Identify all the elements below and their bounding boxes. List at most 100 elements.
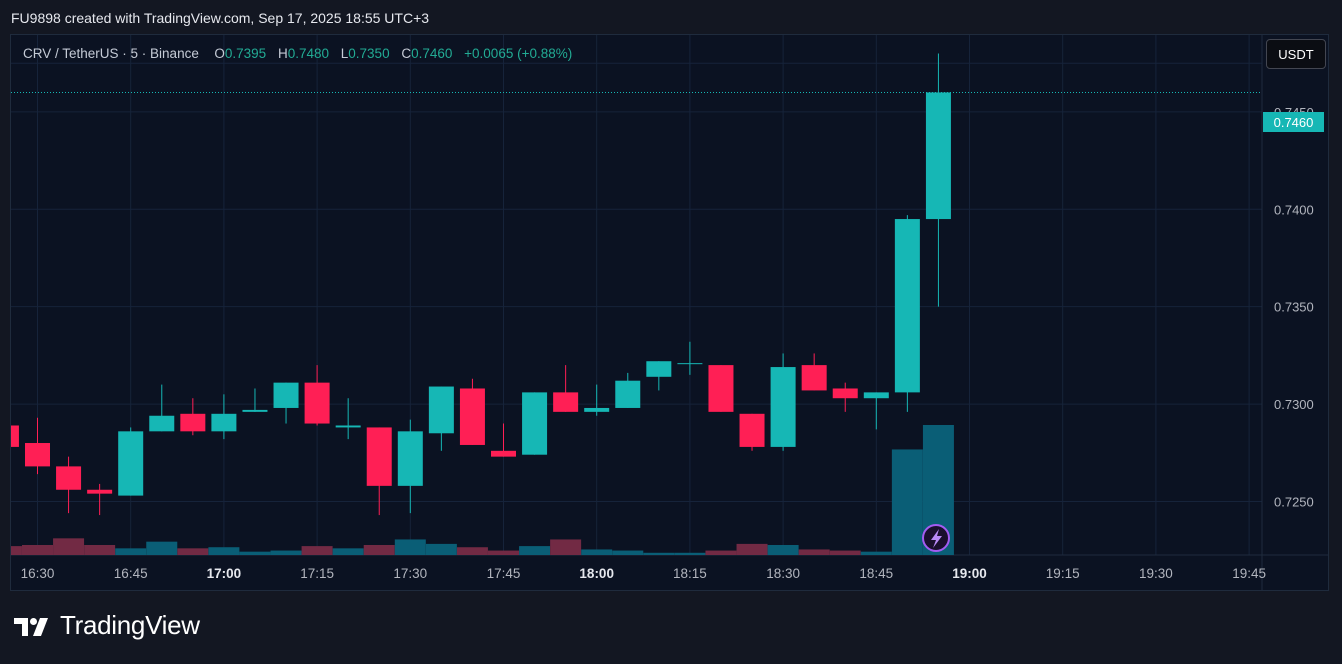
volume-bar: [705, 550, 737, 555]
candle-body: [118, 431, 144, 496]
candle[interactable]: [708, 365, 734, 412]
volume-bar: [519, 546, 551, 555]
candle-body: [739, 413, 765, 447]
time-tick-label: 17:30: [393, 566, 427, 581]
price-tick-label: 0.7250: [1274, 494, 1314, 509]
volume-bar: [11, 546, 22, 555]
time-tick-label: 18:15: [673, 566, 707, 581]
candle-body: [87, 489, 113, 494]
time-tick-label: 19:00: [952, 566, 987, 581]
volume-bar: [860, 551, 892, 555]
volume-bar: [177, 548, 209, 555]
volume-bar: [736, 543, 768, 555]
change-value: +0.0065 (+0.88%): [464, 46, 573, 61]
candle[interactable]: [56, 456, 82, 514]
candle-body: [925, 92, 951, 220]
grid: [11, 35, 1328, 590]
candle-body: [397, 431, 423, 486]
volume-bar: [363, 545, 395, 555]
candle[interactable]: [770, 353, 796, 451]
candle[interactable]: [428, 386, 454, 451]
candle-body: [273, 382, 299, 408]
candle-body: [615, 380, 641, 408]
volume-bar: [767, 545, 799, 555]
volume-bar: [550, 539, 582, 555]
time-tick-label: 19:15: [1046, 566, 1080, 581]
candle-body: [553, 392, 579, 412]
candle-body: [708, 365, 734, 412]
candle[interactable]: [677, 341, 703, 375]
low-label: L: [340, 46, 349, 61]
lightning-icon[interactable]: [922, 524, 950, 552]
volume-bar: [674, 552, 706, 555]
candle-body: [25, 443, 50, 467]
candle[interactable]: [366, 427, 392, 516]
candle[interactable]: [646, 361, 672, 391]
candle-body: [11, 425, 19, 447]
candle[interactable]: [87, 483, 113, 516]
currency-button[interactable]: USDT: [1266, 39, 1326, 69]
candle[interactable]: [584, 384, 610, 416]
price-tick-label: 0.7350: [1274, 300, 1314, 315]
candle[interactable]: [925, 53, 951, 307]
candle-body: [584, 407, 610, 412]
candles: [11, 53, 951, 516]
candle[interactable]: [304, 365, 330, 426]
candle[interactable]: [553, 365, 579, 412]
time-tick-label: 16:45: [114, 566, 148, 581]
candle-body: [149, 415, 175, 432]
low-value: 0.7350: [348, 46, 390, 61]
volume-bar: [208, 547, 240, 555]
candle[interactable]: [801, 353, 827, 391]
candle[interactable]: [25, 417, 50, 475]
time-axis[interactable]: 16:30 16:45 17:00 17:15 17:30 17:45 18:00 18:15…: [21, 566, 1266, 581]
candle[interactable]: [832, 382, 858, 412]
candle-body: [677, 363, 703, 365]
candle-body: [180, 413, 206, 432]
candle[interactable]: [739, 413, 765, 451]
candle-body: [335, 425, 361, 428]
symbol-name[interactable]: CRV / TetherUS · 5 · Binance: [23, 46, 199, 61]
last-price-label: 0.7460: [1263, 112, 1324, 132]
candle[interactable]: [149, 384, 175, 432]
candle[interactable]: [522, 392, 548, 455]
volume-bar: [891, 449, 923, 555]
tradingview-logo-icon: [14, 617, 48, 636]
candle[interactable]: [894, 215, 920, 412]
time-tick-label: 18:45: [859, 566, 893, 581]
candle[interactable]: [335, 398, 361, 440]
candle-body: [894, 219, 920, 393]
candle[interactable]: [863, 392, 889, 430]
candle-body: [801, 365, 827, 391]
time-tick-label: 18:00: [579, 566, 614, 581]
volume-bar: [270, 550, 302, 555]
ohlc-legend: CRV / TetherUS · 5 · Binance O0.7395 H0.…: [23, 46, 572, 61]
candle[interactable]: [118, 427, 144, 496]
candle-body: [522, 392, 548, 455]
candle-body: [770, 367, 796, 447]
volume-bar: [488, 550, 519, 555]
close-value: 0.7460: [411, 46, 453, 61]
chart-credit: FU9898 created with TradingView.com, Sep…: [11, 10, 430, 26]
candle[interactable]: [459, 378, 485, 445]
time-tick-label: 18:30: [766, 566, 800, 581]
candle[interactable]: [615, 372, 641, 408]
candle[interactable]: [180, 398, 206, 436]
candle-body: [304, 382, 330, 424]
volume-bar: [332, 548, 364, 555]
candle[interactable]: [491, 423, 516, 457]
candle[interactable]: [397, 419, 423, 514]
candle[interactable]: [242, 388, 268, 412]
volume-bar: [581, 549, 613, 555]
open-value: 0.7395: [224, 46, 267, 61]
price-tick-label: 0.7300: [1274, 397, 1314, 412]
candle[interactable]: [11, 420, 19, 447]
candle[interactable]: [273, 382, 299, 424]
tradingview-logo[interactable]: TradingView: [14, 610, 200, 641]
open-label: O: [214, 46, 225, 61]
volume-bar: [456, 547, 488, 555]
candle[interactable]: [211, 394, 237, 440]
